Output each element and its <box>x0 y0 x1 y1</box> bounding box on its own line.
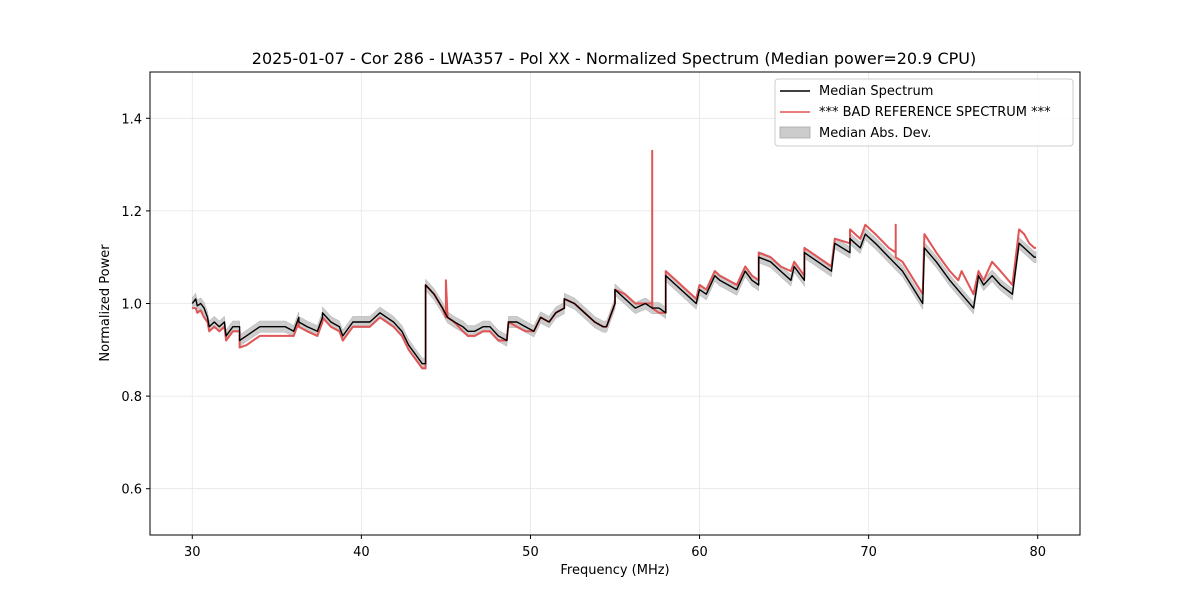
y-tick-label: 0.6 <box>121 483 142 498</box>
x-tick-label: 30 <box>184 545 201 560</box>
legend-label-mad: Median Abs. Dev. <box>819 126 931 141</box>
x-axis: 30 40 50 60 70 80 <box>184 535 1046 560</box>
x-tick-label: 50 <box>522 545 539 560</box>
y-axis: 0.6 0.8 1.0 1.2 1.4 <box>121 112 150 498</box>
x-tick-label: 80 <box>1029 545 1046 560</box>
y-tick-label: 1.0 <box>121 298 142 313</box>
legend: Median Spectrum *** BAD REFERENCE SPECTR… <box>774 78 1074 147</box>
plot-area <box>191 149 1037 370</box>
y-tick-label: 0.8 <box>121 390 142 405</box>
legend-box <box>774 78 1074 147</box>
chart-title: 2025-01-07 - Cor 286 - LWA357 - Pol XX -… <box>252 49 976 68</box>
y-tick-label: 1.2 <box>121 205 142 220</box>
series-line-median <box>191 233 1036 365</box>
legend-label-bad-reference: *** BAD REFERENCE SPECTRUM *** <box>819 105 1051 120</box>
x-tick-label: 60 <box>691 545 708 560</box>
legend-label-median: Median Spectrum <box>819 84 933 99</box>
x-tick-label: 70 <box>860 545 877 560</box>
legend-swatch-mad <box>779 126 811 139</box>
y-tick-label: 1.4 <box>121 112 142 127</box>
x-tick-label: 40 <box>353 545 370 560</box>
y-axis-label: Normalized Power <box>98 244 113 362</box>
x-axis-label: Frequency (MHz) <box>560 563 669 578</box>
